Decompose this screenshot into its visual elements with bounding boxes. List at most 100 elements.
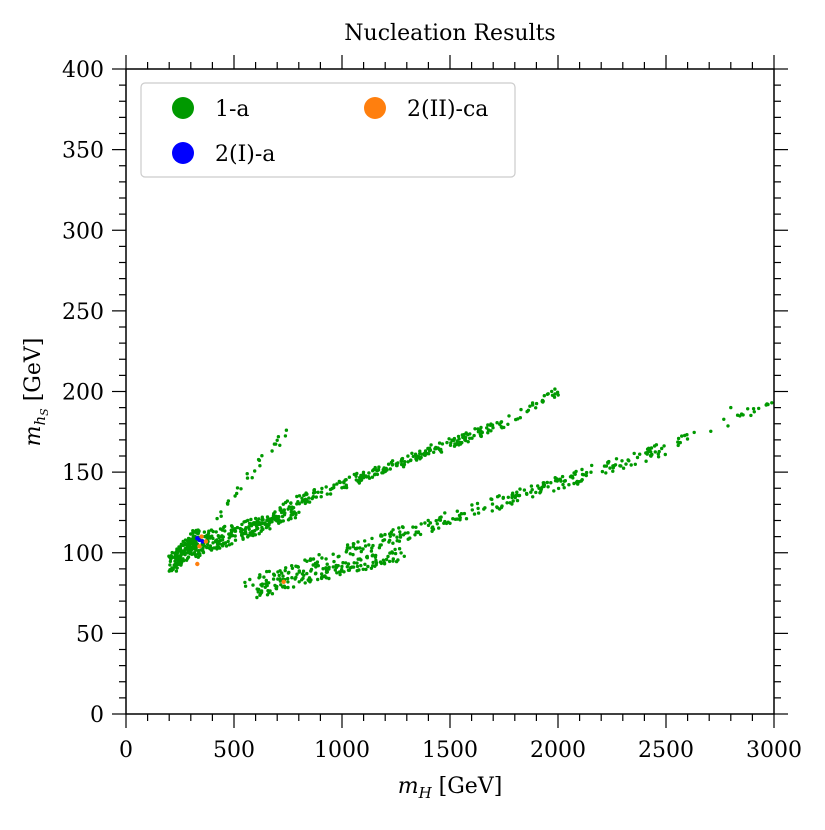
data-point xyxy=(264,522,268,526)
data-point xyxy=(219,510,223,514)
data-point xyxy=(300,499,304,503)
data-point xyxy=(455,439,459,443)
data-point xyxy=(384,557,389,562)
data-point xyxy=(305,559,309,563)
data-point xyxy=(317,553,321,557)
data-point xyxy=(369,549,374,553)
data-point xyxy=(458,516,462,520)
data-point xyxy=(255,595,259,600)
data-point xyxy=(382,561,387,565)
data-point xyxy=(423,521,427,525)
data-point xyxy=(253,469,257,473)
data-point xyxy=(411,525,415,529)
data-point xyxy=(177,548,182,553)
data-point xyxy=(354,547,358,551)
data-point xyxy=(183,547,187,551)
data-point xyxy=(534,490,538,495)
data-point xyxy=(311,495,315,499)
data-point xyxy=(450,438,454,442)
data-point xyxy=(408,458,413,463)
data-point xyxy=(525,409,529,414)
data-point xyxy=(657,449,661,454)
chart-title: Nucleation Results xyxy=(344,21,555,46)
data-point xyxy=(273,510,277,514)
data-point xyxy=(342,485,346,489)
data-point xyxy=(580,467,584,472)
data-point xyxy=(485,426,489,430)
y-tick-label: 150 xyxy=(62,461,104,486)
data-point xyxy=(324,568,329,572)
data-point xyxy=(314,495,318,499)
data-point xyxy=(373,472,377,476)
data-point xyxy=(291,585,296,589)
y-tick-label: 300 xyxy=(62,219,104,244)
data-point xyxy=(558,477,562,481)
data-point xyxy=(265,581,269,586)
data-point xyxy=(260,454,264,458)
data-point xyxy=(244,526,248,530)
data-point xyxy=(478,428,482,433)
data-point xyxy=(208,536,212,540)
data-point xyxy=(344,483,348,487)
data-point xyxy=(214,530,218,534)
data-point xyxy=(203,539,209,544)
data-point xyxy=(442,521,446,525)
data-point xyxy=(556,393,560,397)
data-point xyxy=(604,464,609,468)
data-point xyxy=(394,463,399,468)
data-point xyxy=(468,436,472,440)
data-point xyxy=(537,486,541,490)
data-point xyxy=(344,561,348,565)
data-point xyxy=(257,532,261,536)
data-point xyxy=(479,433,483,438)
data-point xyxy=(371,553,375,557)
data-point xyxy=(656,455,661,459)
data-point xyxy=(518,416,522,420)
data-point xyxy=(518,487,522,491)
data-point xyxy=(770,401,774,405)
data-point xyxy=(272,572,276,576)
data-point xyxy=(265,515,270,519)
data-point xyxy=(434,519,438,523)
data-point xyxy=(506,422,510,426)
data-point xyxy=(370,536,374,541)
data-point xyxy=(259,583,263,587)
data-point xyxy=(680,434,684,438)
data-point xyxy=(320,486,324,491)
data-point xyxy=(676,436,681,441)
data-point xyxy=(319,576,324,581)
data-point xyxy=(217,541,221,546)
data-point xyxy=(373,555,378,559)
data-point xyxy=(357,479,361,483)
data-point xyxy=(508,501,512,505)
data-point xyxy=(517,493,522,498)
data-point xyxy=(267,590,271,595)
data-point xyxy=(293,516,298,520)
data-point xyxy=(311,557,316,561)
data-point xyxy=(550,393,555,397)
data-point xyxy=(393,547,397,552)
data-point xyxy=(546,485,550,489)
data-point xyxy=(300,496,304,500)
data-point xyxy=(283,500,288,505)
data-point xyxy=(522,488,527,492)
data-point xyxy=(284,428,289,432)
data-point xyxy=(177,554,182,558)
data-point xyxy=(255,527,259,531)
data-point xyxy=(290,576,294,580)
data-point xyxy=(202,530,207,534)
data-point xyxy=(660,446,664,451)
data-point xyxy=(279,507,283,512)
data-point xyxy=(238,526,242,531)
data-point xyxy=(462,435,467,440)
data-point xyxy=(278,520,283,524)
data-point xyxy=(332,483,336,487)
data-point xyxy=(434,447,438,451)
data-point xyxy=(735,413,740,417)
data-point xyxy=(194,544,198,548)
data-point xyxy=(265,569,269,574)
data-point xyxy=(386,554,390,559)
data-point xyxy=(171,567,175,571)
data-point xyxy=(387,540,391,544)
data-point xyxy=(304,498,309,502)
